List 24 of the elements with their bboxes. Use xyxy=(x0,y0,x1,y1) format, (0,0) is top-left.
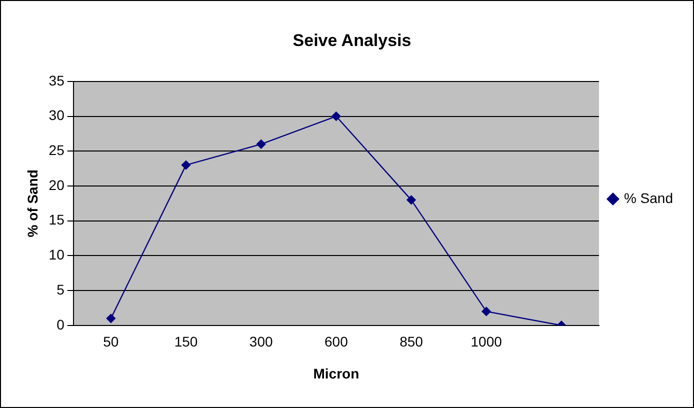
chart-title: Seive Analysis xyxy=(292,30,412,50)
y-tick-label: 15 xyxy=(48,212,65,228)
y-tick-label: 20 xyxy=(48,176,65,193)
y-tick-label: 25 xyxy=(48,142,65,158)
x-tick-label: 600 xyxy=(324,334,348,350)
x-tick-label: 300 xyxy=(249,334,273,350)
x-tick-label: 150 xyxy=(174,334,198,350)
point xyxy=(482,306,491,316)
point xyxy=(332,112,341,121)
y-tick-label: 30 xyxy=(48,107,65,124)
y-axis-title: % of Sand xyxy=(24,170,40,238)
point xyxy=(106,314,116,324)
point xyxy=(406,195,416,205)
point xyxy=(256,140,266,149)
legend-label: % Sand xyxy=(624,190,674,206)
y-tick-label: 35 xyxy=(48,72,65,88)
x-axis-title: Micron xyxy=(313,365,360,382)
y-tick-label: 5 xyxy=(56,281,65,298)
x-tick-label: 50 xyxy=(103,334,119,350)
point xyxy=(181,160,191,170)
x-tick-label: 850 xyxy=(400,334,424,350)
y-tick-label: 0 xyxy=(56,316,65,332)
y-tick-label: 10 xyxy=(48,246,65,263)
x-tick-label: 1000 xyxy=(470,334,502,350)
